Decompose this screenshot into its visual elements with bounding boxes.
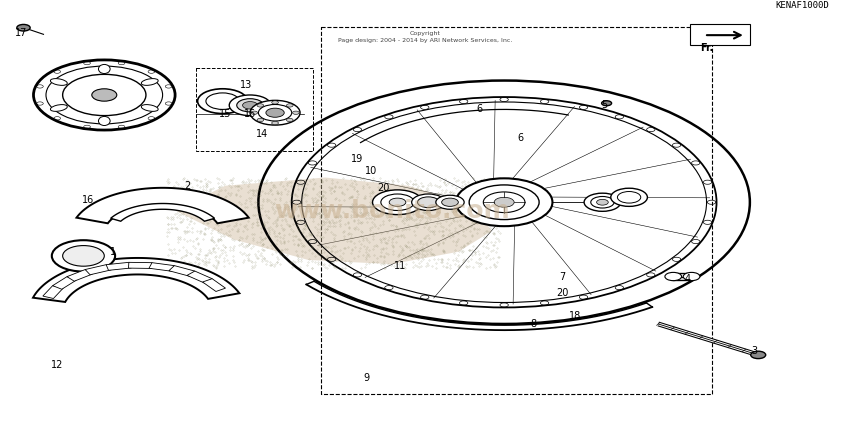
- Polygon shape: [169, 266, 195, 276]
- Text: 20: 20: [377, 183, 389, 193]
- Ellipse shape: [50, 104, 67, 111]
- Polygon shape: [110, 203, 214, 221]
- Text: 5: 5: [601, 100, 607, 110]
- Text: 15: 15: [244, 109, 256, 119]
- Circle shape: [92, 89, 116, 101]
- Polygon shape: [85, 265, 111, 275]
- Circle shape: [286, 118, 293, 122]
- Polygon shape: [149, 263, 174, 271]
- Circle shape: [251, 111, 258, 115]
- Text: 9: 9: [364, 373, 370, 383]
- Text: 14: 14: [257, 129, 269, 139]
- Bar: [320, 27, 712, 394]
- Text: 1: 1: [110, 247, 116, 257]
- Polygon shape: [175, 178, 491, 264]
- Circle shape: [258, 104, 292, 121]
- Ellipse shape: [99, 117, 110, 125]
- Circle shape: [683, 272, 700, 281]
- Polygon shape: [42, 285, 63, 298]
- Text: 16: 16: [82, 195, 94, 205]
- Polygon shape: [53, 277, 76, 289]
- FancyBboxPatch shape: [690, 24, 750, 45]
- Text: 15: 15: [219, 109, 231, 119]
- Circle shape: [237, 99, 264, 112]
- Circle shape: [665, 272, 682, 281]
- Text: Fr.: Fr.: [700, 43, 713, 53]
- Polygon shape: [67, 269, 93, 281]
- Circle shape: [617, 192, 641, 203]
- Ellipse shape: [50, 79, 67, 85]
- Text: 11: 11: [394, 261, 406, 271]
- Bar: [196, 68, 313, 151]
- Text: 17: 17: [14, 28, 27, 38]
- Text: 6: 6: [476, 104, 482, 115]
- Polygon shape: [106, 262, 132, 270]
- Circle shape: [292, 111, 299, 115]
- Polygon shape: [202, 279, 225, 291]
- Circle shape: [442, 198, 458, 206]
- Circle shape: [272, 121, 279, 125]
- Text: 7: 7: [559, 272, 565, 282]
- Circle shape: [242, 101, 258, 109]
- Circle shape: [257, 104, 264, 107]
- Polygon shape: [187, 271, 212, 283]
- Circle shape: [611, 188, 648, 206]
- Circle shape: [389, 198, 405, 206]
- Circle shape: [411, 194, 445, 210]
- Circle shape: [197, 89, 247, 114]
- Ellipse shape: [141, 79, 158, 85]
- Circle shape: [591, 197, 614, 208]
- Circle shape: [230, 95, 271, 116]
- Circle shape: [250, 100, 300, 125]
- Text: 10: 10: [365, 166, 377, 176]
- Polygon shape: [128, 262, 152, 269]
- Circle shape: [266, 108, 284, 117]
- Text: KENAF1000D: KENAF1000D: [775, 1, 829, 11]
- Circle shape: [484, 192, 525, 213]
- Text: 3: 3: [751, 346, 757, 356]
- Circle shape: [52, 240, 115, 272]
- Text: 2: 2: [184, 181, 190, 191]
- Circle shape: [751, 351, 766, 359]
- Text: 13: 13: [240, 80, 252, 90]
- Polygon shape: [33, 258, 240, 302]
- Ellipse shape: [141, 104, 158, 111]
- Circle shape: [469, 185, 539, 220]
- Circle shape: [456, 179, 552, 226]
- Circle shape: [206, 93, 239, 109]
- Text: 18: 18: [569, 311, 581, 321]
- Ellipse shape: [99, 64, 110, 74]
- Circle shape: [372, 190, 422, 215]
- Text: 6: 6: [518, 133, 524, 143]
- Circle shape: [63, 245, 105, 266]
- Circle shape: [17, 24, 30, 31]
- Text: 19: 19: [350, 154, 363, 164]
- Circle shape: [602, 101, 612, 106]
- Circle shape: [417, 197, 439, 208]
- Text: www.bonito.com: www.bonito.com: [274, 198, 509, 223]
- Circle shape: [584, 193, 620, 211]
- Circle shape: [257, 118, 264, 122]
- Circle shape: [272, 101, 279, 104]
- Polygon shape: [76, 188, 249, 223]
- Circle shape: [494, 197, 514, 207]
- Circle shape: [381, 194, 414, 210]
- Circle shape: [436, 195, 464, 209]
- Circle shape: [286, 104, 293, 107]
- Text: Copyright
Page design: 2004 - 2014 by ARI Network Services, Inc.: Copyright Page design: 2004 - 2014 by AR…: [337, 31, 513, 43]
- Text: 8: 8: [530, 319, 536, 329]
- Circle shape: [597, 200, 609, 205]
- Text: 12: 12: [51, 360, 63, 370]
- Text: 4: 4: [684, 274, 690, 284]
- Text: 20: 20: [556, 288, 569, 298]
